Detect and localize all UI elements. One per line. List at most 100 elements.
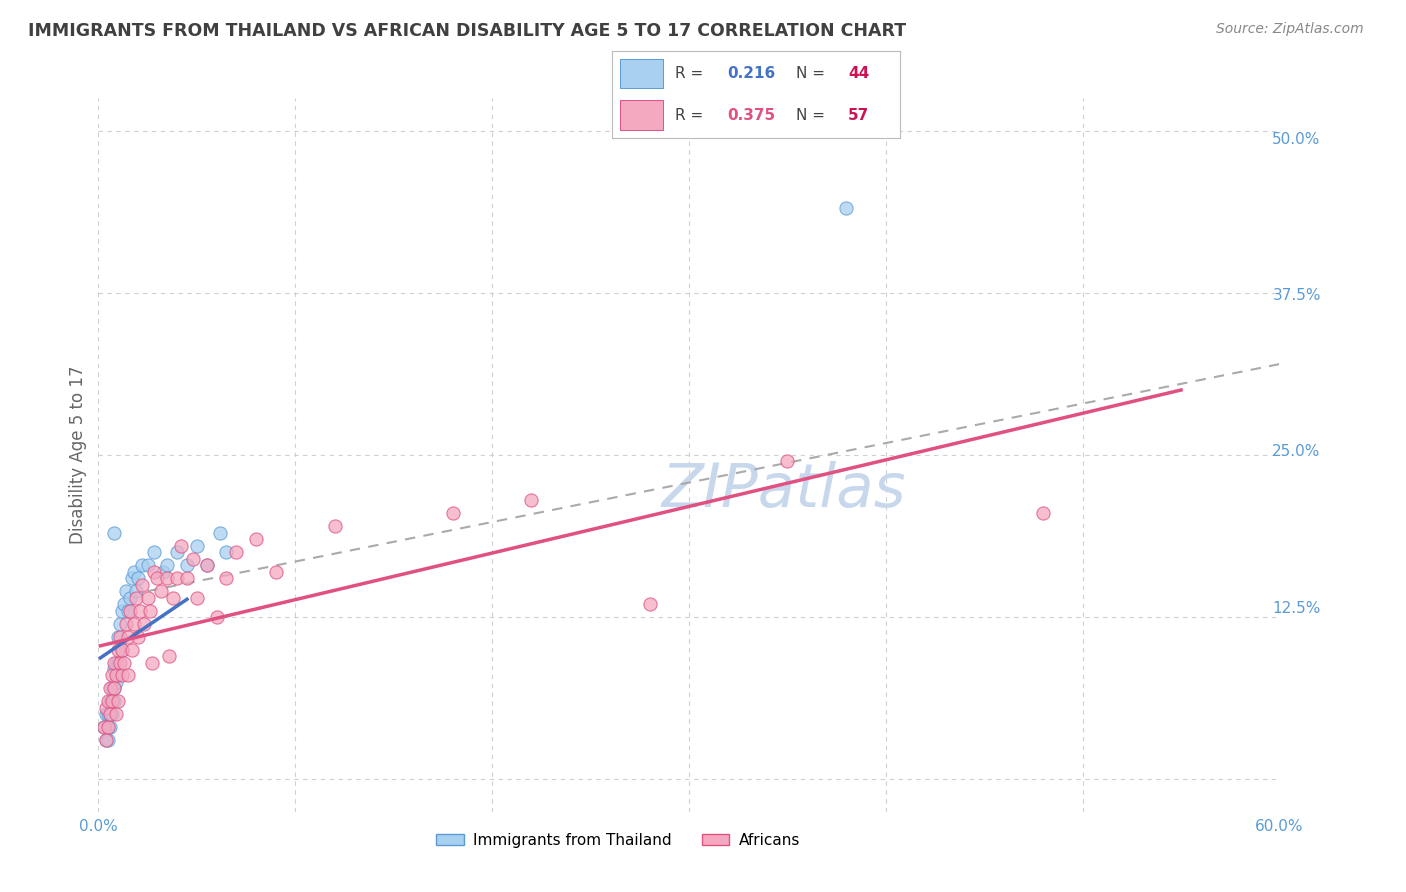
Y-axis label: Disability Age 5 to 17: Disability Age 5 to 17 bbox=[69, 361, 87, 540]
Point bbox=[183, 656, 205, 670]
Point bbox=[183, 631, 205, 645]
Point bbox=[181, 643, 204, 657]
Point bbox=[170, 706, 193, 720]
Point bbox=[179, 649, 201, 664]
Point bbox=[228, 549, 250, 564]
Point bbox=[186, 656, 209, 670]
Point bbox=[183, 618, 205, 632]
Text: 0.216: 0.216 bbox=[727, 66, 775, 80]
Point bbox=[179, 668, 201, 682]
Point bbox=[197, 556, 219, 570]
Legend: Immigrants from Thailand, Africans: Immigrants from Thailand, Africans bbox=[467, 807, 844, 834]
Point bbox=[170, 706, 193, 720]
Point bbox=[212, 593, 235, 607]
Point bbox=[177, 668, 200, 682]
Point bbox=[176, 668, 198, 682]
Point bbox=[179, 681, 201, 695]
Point bbox=[186, 593, 209, 607]
Point bbox=[264, 549, 287, 564]
Point bbox=[225, 556, 247, 570]
Point bbox=[177, 681, 200, 695]
Point bbox=[195, 562, 218, 576]
Point bbox=[238, 537, 260, 551]
Point bbox=[191, 618, 214, 632]
Point bbox=[1036, 500, 1059, 514]
Text: 44: 44 bbox=[848, 66, 869, 80]
Text: R =: R = bbox=[675, 108, 709, 122]
Point bbox=[172, 718, 194, 732]
Point bbox=[190, 606, 212, 620]
Point bbox=[194, 593, 217, 607]
Point bbox=[188, 643, 211, 657]
Point bbox=[204, 568, 226, 582]
Point bbox=[177, 656, 200, 670]
Point bbox=[186, 631, 209, 645]
Point bbox=[283, 537, 305, 551]
Point bbox=[219, 562, 242, 576]
Point bbox=[246, 549, 269, 564]
Text: Source: ZipAtlas.com: Source: ZipAtlas.com bbox=[1216, 22, 1364, 37]
Point bbox=[215, 556, 238, 570]
Point bbox=[190, 574, 212, 589]
Point bbox=[184, 618, 207, 632]
Point bbox=[233, 581, 256, 595]
Point bbox=[173, 693, 195, 707]
Point bbox=[246, 562, 269, 576]
Point bbox=[173, 706, 195, 720]
Point bbox=[200, 581, 222, 595]
Point bbox=[183, 681, 205, 695]
Point bbox=[179, 518, 201, 533]
Point bbox=[202, 593, 225, 607]
Point bbox=[172, 693, 194, 707]
Point bbox=[328, 556, 350, 570]
Point bbox=[231, 637, 253, 651]
Point bbox=[204, 549, 226, 564]
Point bbox=[564, 487, 586, 501]
Point bbox=[209, 581, 232, 595]
Bar bbox=[620, 100, 664, 129]
Point bbox=[215, 537, 238, 551]
Point bbox=[173, 706, 195, 720]
Point bbox=[200, 574, 222, 589]
Text: N =: N = bbox=[796, 66, 830, 80]
Point bbox=[176, 681, 198, 695]
Point bbox=[264, 549, 287, 564]
Point bbox=[855, 206, 877, 220]
Point bbox=[197, 606, 219, 620]
Point bbox=[207, 606, 229, 620]
Point bbox=[181, 693, 204, 707]
Point bbox=[173, 718, 195, 732]
Point bbox=[173, 681, 195, 695]
Point bbox=[177, 681, 200, 695]
Point bbox=[238, 562, 260, 576]
Text: 57: 57 bbox=[848, 108, 869, 122]
Text: IMMIGRANTS FROM THAILAND VS AFRICAN DISABILITY AGE 5 TO 17 CORRELATION CHART: IMMIGRANTS FROM THAILAND VS AFRICAN DISA… bbox=[28, 22, 907, 40]
Point bbox=[191, 656, 214, 670]
Point bbox=[274, 599, 297, 614]
Point bbox=[177, 693, 200, 707]
Point bbox=[800, 450, 823, 464]
Point bbox=[195, 631, 218, 645]
Text: R =: R = bbox=[675, 66, 709, 80]
Point bbox=[188, 587, 211, 601]
Point bbox=[172, 687, 194, 701]
Text: 0.375: 0.375 bbox=[727, 108, 775, 122]
Point bbox=[191, 593, 214, 607]
Point bbox=[382, 512, 405, 526]
Point bbox=[256, 581, 278, 595]
Point bbox=[179, 668, 201, 682]
Point bbox=[309, 524, 332, 539]
Point bbox=[183, 643, 205, 657]
Point bbox=[184, 643, 207, 657]
Point bbox=[209, 549, 232, 564]
Point bbox=[291, 537, 314, 551]
Point bbox=[184, 606, 207, 620]
Point bbox=[186, 631, 209, 645]
Point bbox=[277, 518, 299, 533]
Point bbox=[252, 543, 274, 558]
Point bbox=[194, 581, 217, 595]
Point bbox=[201, 562, 224, 576]
Text: ZIPatlas: ZIPatlas bbox=[686, 455, 929, 515]
Point bbox=[176, 693, 198, 707]
Point bbox=[172, 718, 194, 732]
